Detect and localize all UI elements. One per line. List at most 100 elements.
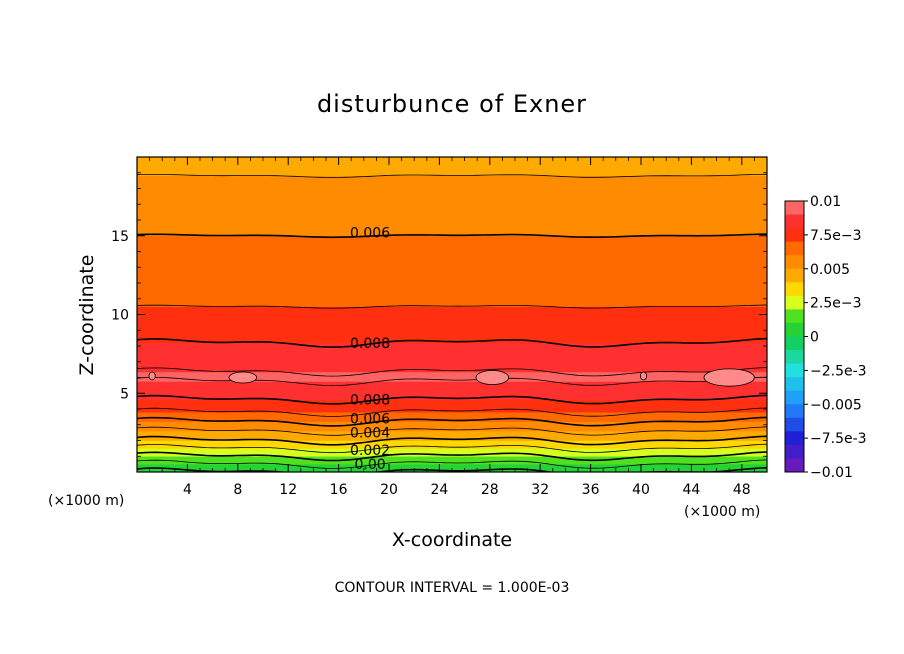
- contour-band: [137, 452, 767, 454]
- contour-band: [137, 185, 767, 187]
- contour-band: [137, 353, 767, 355]
- contour-band: [137, 191, 767, 193]
- contour-band: [137, 275, 767, 277]
- contour-band: [137, 271, 767, 274]
- contour-band: [137, 277, 767, 280]
- contour-band: [137, 278, 767, 281]
- x-tick-label: 44: [682, 482, 700, 498]
- contour-band: [137, 270, 767, 272]
- contour-line: [137, 459, 767, 469]
- contour-band: [137, 434, 767, 437]
- contour-band: [137, 309, 767, 311]
- contour-band: [137, 447, 767, 449]
- contour-band: [137, 300, 767, 303]
- contour-band: [137, 163, 767, 165]
- contour-band: [137, 227, 767, 229]
- colorbar-segment: [785, 350, 804, 364]
- contour-band: [137, 463, 767, 465]
- contour-band: [137, 286, 767, 289]
- colorbar-segment: [785, 363, 804, 378]
- contour-band: [137, 455, 767, 458]
- contour-band: [137, 222, 767, 224]
- contour-band: [137, 354, 767, 356]
- contour-band: [137, 401, 767, 403]
- contour-band: [137, 311, 767, 314]
- contour-band: [137, 381, 767, 384]
- contour-band: [137, 228, 767, 230]
- contour-band: [137, 258, 767, 260]
- contour-line: [137, 435, 767, 446]
- contour-band: [137, 299, 767, 301]
- contour-band: [137, 333, 767, 335]
- contour-band: [137, 247, 767, 249]
- contour-band: [137, 237, 767, 240]
- colorbar-segment: [785, 228, 804, 243]
- contour-band: [137, 261, 767, 263]
- contour-band: [137, 367, 767, 370]
- x-tick-label: 16: [330, 482, 348, 498]
- contour-band: [137, 231, 767, 233]
- contour-band: [137, 377, 767, 379]
- contour-band: [137, 330, 767, 333]
- contour-band: [137, 396, 767, 398]
- contour-band: [137, 363, 767, 365]
- contour-band: [137, 170, 767, 172]
- contour-band: [137, 281, 767, 284]
- contour-band: [137, 466, 767, 469]
- contour-band: [137, 290, 767, 292]
- y-axis-label: Z-coordinate: [76, 255, 98, 376]
- x-tick-label: 36: [582, 482, 600, 498]
- contour-band: [137, 440, 767, 442]
- contour-band: [137, 385, 767, 387]
- contour-band: [137, 233, 767, 235]
- contour-band: [137, 315, 767, 318]
- contour-band: [137, 422, 767, 425]
- contour-band: [137, 213, 767, 215]
- contour-band: [137, 199, 767, 201]
- contour-band: [137, 205, 767, 207]
- contour-band: [137, 198, 767, 200]
- contour-band: [137, 422, 767, 424]
- contour-band: [137, 326, 767, 329]
- contour-band: [137, 262, 767, 264]
- contour-band: [137, 312, 767, 315]
- contour-band: [137, 390, 767, 392]
- contour-label: 0.006: [350, 411, 390, 427]
- contour-band: [137, 211, 767, 213]
- contour-line: [137, 367, 767, 377]
- colorbar-label: −7.5e-3: [810, 431, 867, 447]
- contour-band: [137, 186, 767, 189]
- contour-interval-note: CONTOUR INTERVAL = 1.000E-03: [335, 580, 570, 596]
- contour-band: [137, 293, 767, 296]
- contour-band: [137, 193, 767, 196]
- contour-band: [137, 406, 767, 408]
- contour-band: [137, 307, 767, 309]
- contour-band: [137, 242, 767, 244]
- contour-band: [137, 232, 767, 234]
- contour-band: [137, 239, 767, 241]
- contour-band: [137, 335, 767, 337]
- x-tick-label: 28: [481, 482, 499, 498]
- contour-band: [137, 363, 767, 366]
- contour-band: [137, 296, 767, 299]
- contour-band: [137, 274, 767, 277]
- contour-band: [137, 413, 767, 415]
- contour-band: [137, 253, 767, 255]
- contour-band: [137, 411, 767, 413]
- contour-band: [137, 292, 767, 294]
- contour-band: [137, 182, 767, 185]
- contour-band: [137, 365, 767, 367]
- contour-band: [137, 414, 767, 416]
- contour-band: [137, 415, 767, 417]
- colorbar-label: −0.005: [810, 397, 862, 413]
- contour-band: [137, 209, 767, 211]
- contour-band: [137, 264, 767, 266]
- contour-band: [137, 303, 767, 305]
- contour-band: [137, 181, 767, 183]
- contour-band: [137, 322, 767, 325]
- y-tick-label: 10: [111, 308, 129, 324]
- colorbar-label: 0.01: [810, 194, 841, 210]
- contour-label: 0.00: [355, 457, 386, 473]
- contour-highs: [148, 368, 755, 387]
- colorbar-segment: [785, 241, 804, 256]
